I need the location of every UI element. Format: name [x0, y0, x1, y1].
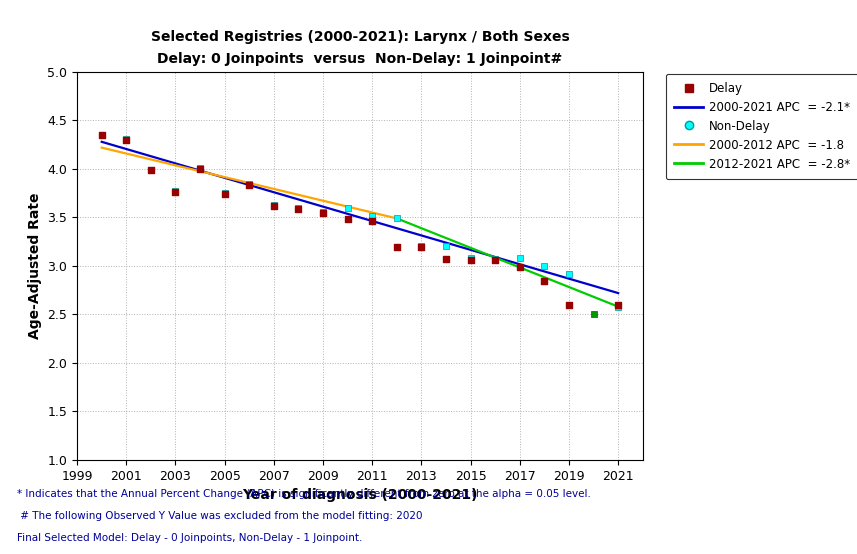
Point [316, 208, 330, 217]
Point [513, 254, 527, 263]
Point [390, 243, 404, 252]
Text: # The following Observed Y Value was excluded from the model fitting: 2020: # The following Observed Y Value was exc… [17, 511, 423, 521]
Point [587, 310, 601, 319]
Point [439, 255, 452, 264]
Text: Final Selected Model: Delay - 0 Joinpoints, Non-Delay - 1 Joinpoint.: Final Selected Model: Delay - 0 Joinpoin… [17, 533, 363, 543]
Point [488, 255, 502, 264]
Text: Selected Registries (2000-2021): Larynx / Both Sexes: Selected Registries (2000-2021): Larynx … [151, 30, 569, 44]
Point [537, 261, 551, 270]
Y-axis label: Age-Adjusted Rate: Age-Adjusted Rate [27, 193, 42, 339]
Point [169, 187, 183, 196]
Point [119, 135, 133, 144]
Point [464, 254, 477, 263]
Point [119, 135, 133, 143]
Point [95, 131, 109, 140]
Point [243, 180, 256, 189]
X-axis label: Year of diagnosis (2000-2021): Year of diagnosis (2000-2021) [243, 488, 477, 502]
Point [193, 163, 207, 172]
Point [611, 300, 625, 309]
Point [144, 166, 158, 175]
Point [95, 131, 109, 140]
Point [365, 211, 379, 220]
Point [513, 263, 527, 271]
Point [316, 207, 330, 216]
Point [243, 181, 256, 190]
Point [267, 201, 281, 209]
Legend: Delay, 2000-2021 APC  = -2.1*, Non-Delay, 2000-2012 APC  = -1.8, 2012-2021 APC  : Delay, 2000-2021 APC = -2.1*, Non-Delay,… [666, 74, 857, 179]
Point [291, 203, 305, 212]
Point [341, 203, 355, 212]
Point [193, 165, 207, 173]
Point [218, 189, 231, 198]
Point [291, 204, 305, 213]
Point [341, 215, 355, 224]
Point [562, 300, 576, 309]
Point [267, 201, 281, 210]
Point [562, 269, 576, 278]
Point [611, 302, 625, 311]
Point [415, 241, 428, 250]
Point [169, 188, 183, 197]
Point [144, 166, 158, 175]
Point [390, 214, 404, 223]
Point [464, 255, 477, 264]
Point [365, 217, 379, 226]
Point [439, 241, 452, 250]
Point [488, 255, 502, 264]
Text: * Indicates that the Annual Percent Change (APC) is significantly different from: * Indicates that the Annual Percent Chan… [17, 489, 591, 499]
Point [218, 189, 231, 198]
Point [415, 242, 428, 251]
Point [537, 277, 551, 286]
Text: Delay: 0 Joinpoints  versus  Non-Delay: 1 Joinpoint#: Delay: 0 Joinpoints versus Non-Delay: 1 … [158, 53, 562, 66]
